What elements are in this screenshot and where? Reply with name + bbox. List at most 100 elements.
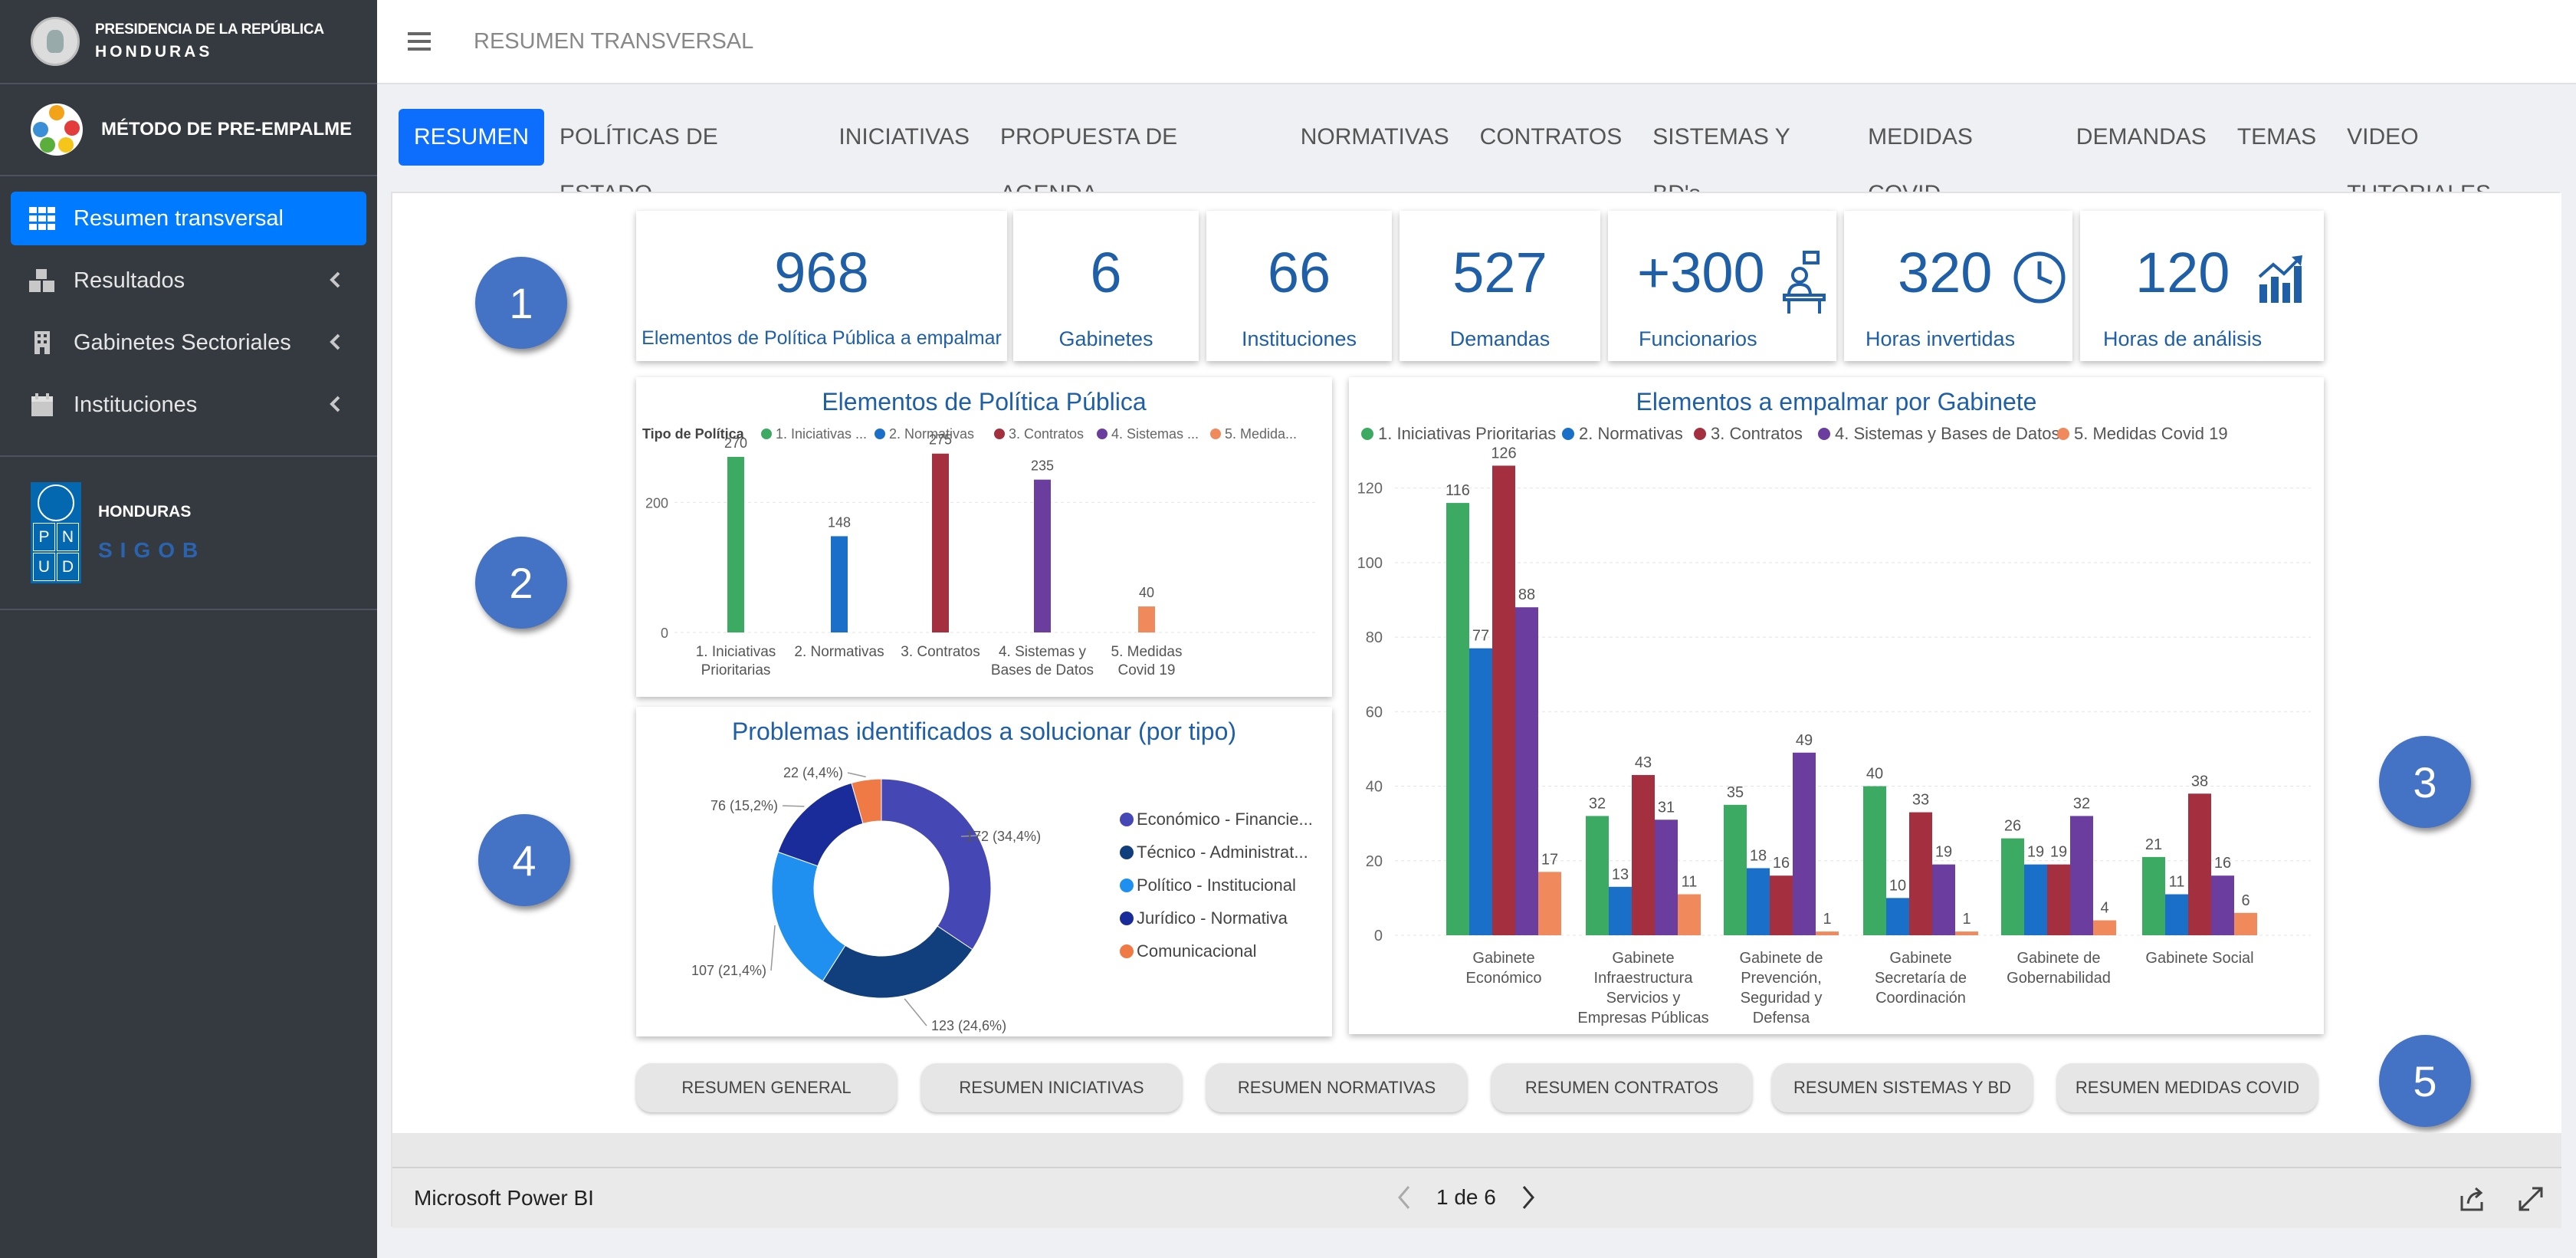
brand-line2: HONDURAS xyxy=(95,43,213,61)
kpi-card-horas-invertidas[interactable]: 320 Horas invertidas xyxy=(1844,211,2072,361)
legend-label: 2. Normativas xyxy=(1579,424,1683,443)
chevron-left-icon xyxy=(330,396,340,412)
tab-4[interactable]: NORMATIVAS xyxy=(1300,124,1449,149)
sidebar-item-label: Resumen transversal xyxy=(74,205,284,231)
share-button[interactable] xyxy=(2457,1184,2488,1214)
legend-label: Político - Institucional xyxy=(1137,875,1296,895)
summary-button-sistemas[interactable]: RESUMEN SISTEMAS Y BD xyxy=(1772,1063,2033,1112)
brand[interactable]: PRESIDENCIA DE LA REPÚBLICA HONDURAS xyxy=(0,0,377,84)
legend-label: 4. Sistemas y Bases de Datos xyxy=(1835,424,2059,443)
sidebar-item-resumen-transversal[interactable]: Resumen transversal xyxy=(11,192,366,245)
kpi-label: Demandas xyxy=(1449,327,1551,350)
kpi-label: Elementos de Política Pública a empalmar xyxy=(642,327,1002,349)
legend-label: Económico - Financie... xyxy=(1137,810,1313,829)
y-tick-label: 100 xyxy=(1357,555,1383,572)
tab-0[interactable]: RESUMEN xyxy=(399,109,545,166)
bar xyxy=(1886,898,1909,935)
tab-6[interactable]: SISTEMAS Y BD's xyxy=(1652,124,1790,206)
tab-5[interactable]: CONTRATOS xyxy=(1479,124,1623,149)
bar xyxy=(2001,838,2024,935)
data-label: 148 xyxy=(828,514,851,530)
marker-3: 3 xyxy=(2379,736,2471,828)
data-label: 107 (21,4%) xyxy=(691,963,766,978)
sidebar-item-label: Resultados xyxy=(74,268,185,293)
tab-2[interactable]: INICIATIVAS xyxy=(838,124,970,149)
tab-8[interactable]: DEMANDAS xyxy=(2076,124,2207,149)
bar xyxy=(1469,648,1492,935)
kpi-label: Instituciones xyxy=(1241,327,1357,350)
data-label: 17 xyxy=(1541,851,1558,868)
sidebar-item-gabinetes[interactable]: Gabinetes Sectoriales xyxy=(11,316,366,370)
tab-10[interactable]: VIDEO TUTORIALES xyxy=(2347,124,2491,206)
x-tick-label: 1. Iniciativas xyxy=(696,644,776,660)
data-label: 18 xyxy=(1750,847,1767,864)
undp-letter: N xyxy=(57,523,79,551)
next-page-button[interactable] xyxy=(1513,1182,1544,1213)
fullscreen-button[interactable] xyxy=(2515,1184,2546,1214)
marker-4: 4 xyxy=(478,814,570,906)
data-label: 1 xyxy=(1823,911,1831,928)
legend-title: Tipo de Política xyxy=(642,426,745,442)
report-canvas: 968 Elementos de Política Pública a empa… xyxy=(392,193,2561,1133)
page-indicator: 1 de 6 xyxy=(1436,1185,1496,1209)
menu-toggle-icon[interactable] xyxy=(408,32,431,51)
calendar-icon xyxy=(31,393,53,416)
legend-label: 1. Iniciativas Prioritarias xyxy=(1378,424,1556,443)
data-label: 33 xyxy=(1912,792,1929,809)
bar xyxy=(1446,503,1469,935)
undp-letter: U xyxy=(33,553,55,581)
chart-card-problemas[interactable]: Problemas identificados a solucionar (po… xyxy=(636,707,1332,1036)
bar xyxy=(1034,479,1051,632)
kpi-card-demandas[interactable]: 527 Demandas xyxy=(1400,211,1600,361)
network-logo-icon xyxy=(31,103,83,156)
data-label: 10 xyxy=(1889,877,1906,894)
data-label: 22 (4,4%) xyxy=(783,765,843,780)
undp-letter: P xyxy=(33,523,55,551)
data-label: 6 xyxy=(2241,892,2249,909)
bar xyxy=(2211,875,2234,935)
chart-card-por-gabinete[interactable]: Elementos a empalmar por Gabinete 1. Ini… xyxy=(1349,377,2324,1034)
sidebar-item-instituciones[interactable]: Instituciones xyxy=(11,378,366,432)
tab-7[interactable]: MEDIDAS COVID xyxy=(1868,124,1973,206)
data-label: 126 xyxy=(1491,445,1516,461)
summary-button-medidas-covid[interactable]: RESUMEN MEDIDAS COVID xyxy=(2057,1063,2318,1112)
donut-slice xyxy=(822,925,973,999)
x-tick-label: Gabinete Social xyxy=(2145,950,2253,967)
sidebar-item-resultados[interactable]: Resultados xyxy=(11,254,366,307)
kpi-card-elementos[interactable]: 968 Elementos de Política Pública a empa… xyxy=(636,211,1007,361)
legend-label: 5. Medida... xyxy=(1225,426,1297,442)
marker-2: 2 xyxy=(475,537,567,629)
undp-block[interactable]: P N U D HONDURAS SIGOB xyxy=(0,457,377,610)
data-label: 32 xyxy=(1589,795,1606,812)
bar xyxy=(1678,894,1701,935)
bar xyxy=(727,456,744,632)
legend-swatch xyxy=(1818,428,1830,440)
sigob-logo: SIGOB xyxy=(98,538,206,562)
chevron-left-icon xyxy=(330,271,340,288)
chart-card-politica-publica[interactable]: Elementos de Política Pública Tipo de Po… xyxy=(636,377,1332,697)
marker-5: 5 xyxy=(2379,1035,2471,1127)
donut-slice xyxy=(851,778,882,824)
summary-button-iniciativas[interactable]: RESUMEN INICIATIVAS xyxy=(921,1063,1182,1112)
prev-page-button[interactable] xyxy=(1389,1182,1419,1213)
boxes-icon xyxy=(29,269,54,292)
legend-swatch xyxy=(2057,428,2069,440)
summary-button-normativas[interactable]: RESUMEN NORMATIVAS xyxy=(1206,1063,1467,1112)
legend-swatch xyxy=(1120,813,1134,826)
leader-line xyxy=(847,772,866,778)
x-tick-label: 5. Medidas xyxy=(1111,644,1183,660)
kpi-card-funcionarios[interactable]: +300 Funcionarios xyxy=(1608,211,1836,361)
data-label: 21 xyxy=(2145,836,2162,853)
method-header[interactable]: MÉTODO DE PRE-EMPALME xyxy=(0,84,377,176)
summary-button-general[interactable]: RESUMEN GENERAL xyxy=(636,1063,897,1112)
tab-1[interactable]: POLÍTICAS DE ESTADO xyxy=(560,124,718,206)
summary-button-contratos[interactable]: RESUMEN CONTRATOS xyxy=(1491,1063,1752,1112)
kpi-card-gabinetes[interactable]: 6 Gabinetes xyxy=(1013,211,1199,361)
kpi-card-horas-analisis[interactable]: 120 Horas de análisis xyxy=(2080,211,2324,361)
kpi-card-instituciones[interactable]: 66 Instituciones xyxy=(1206,211,1392,361)
tab-3[interactable]: PROPUESTA DE AGENDA xyxy=(1000,124,1178,206)
tab-9[interactable]: TEMAS xyxy=(2236,124,2317,149)
data-label: 123 (24,6%) xyxy=(931,1018,1006,1033)
kpi-value: +300 xyxy=(1637,241,1765,304)
powerbi-brand[interactable]: Microsoft Power BI xyxy=(414,1186,594,1210)
